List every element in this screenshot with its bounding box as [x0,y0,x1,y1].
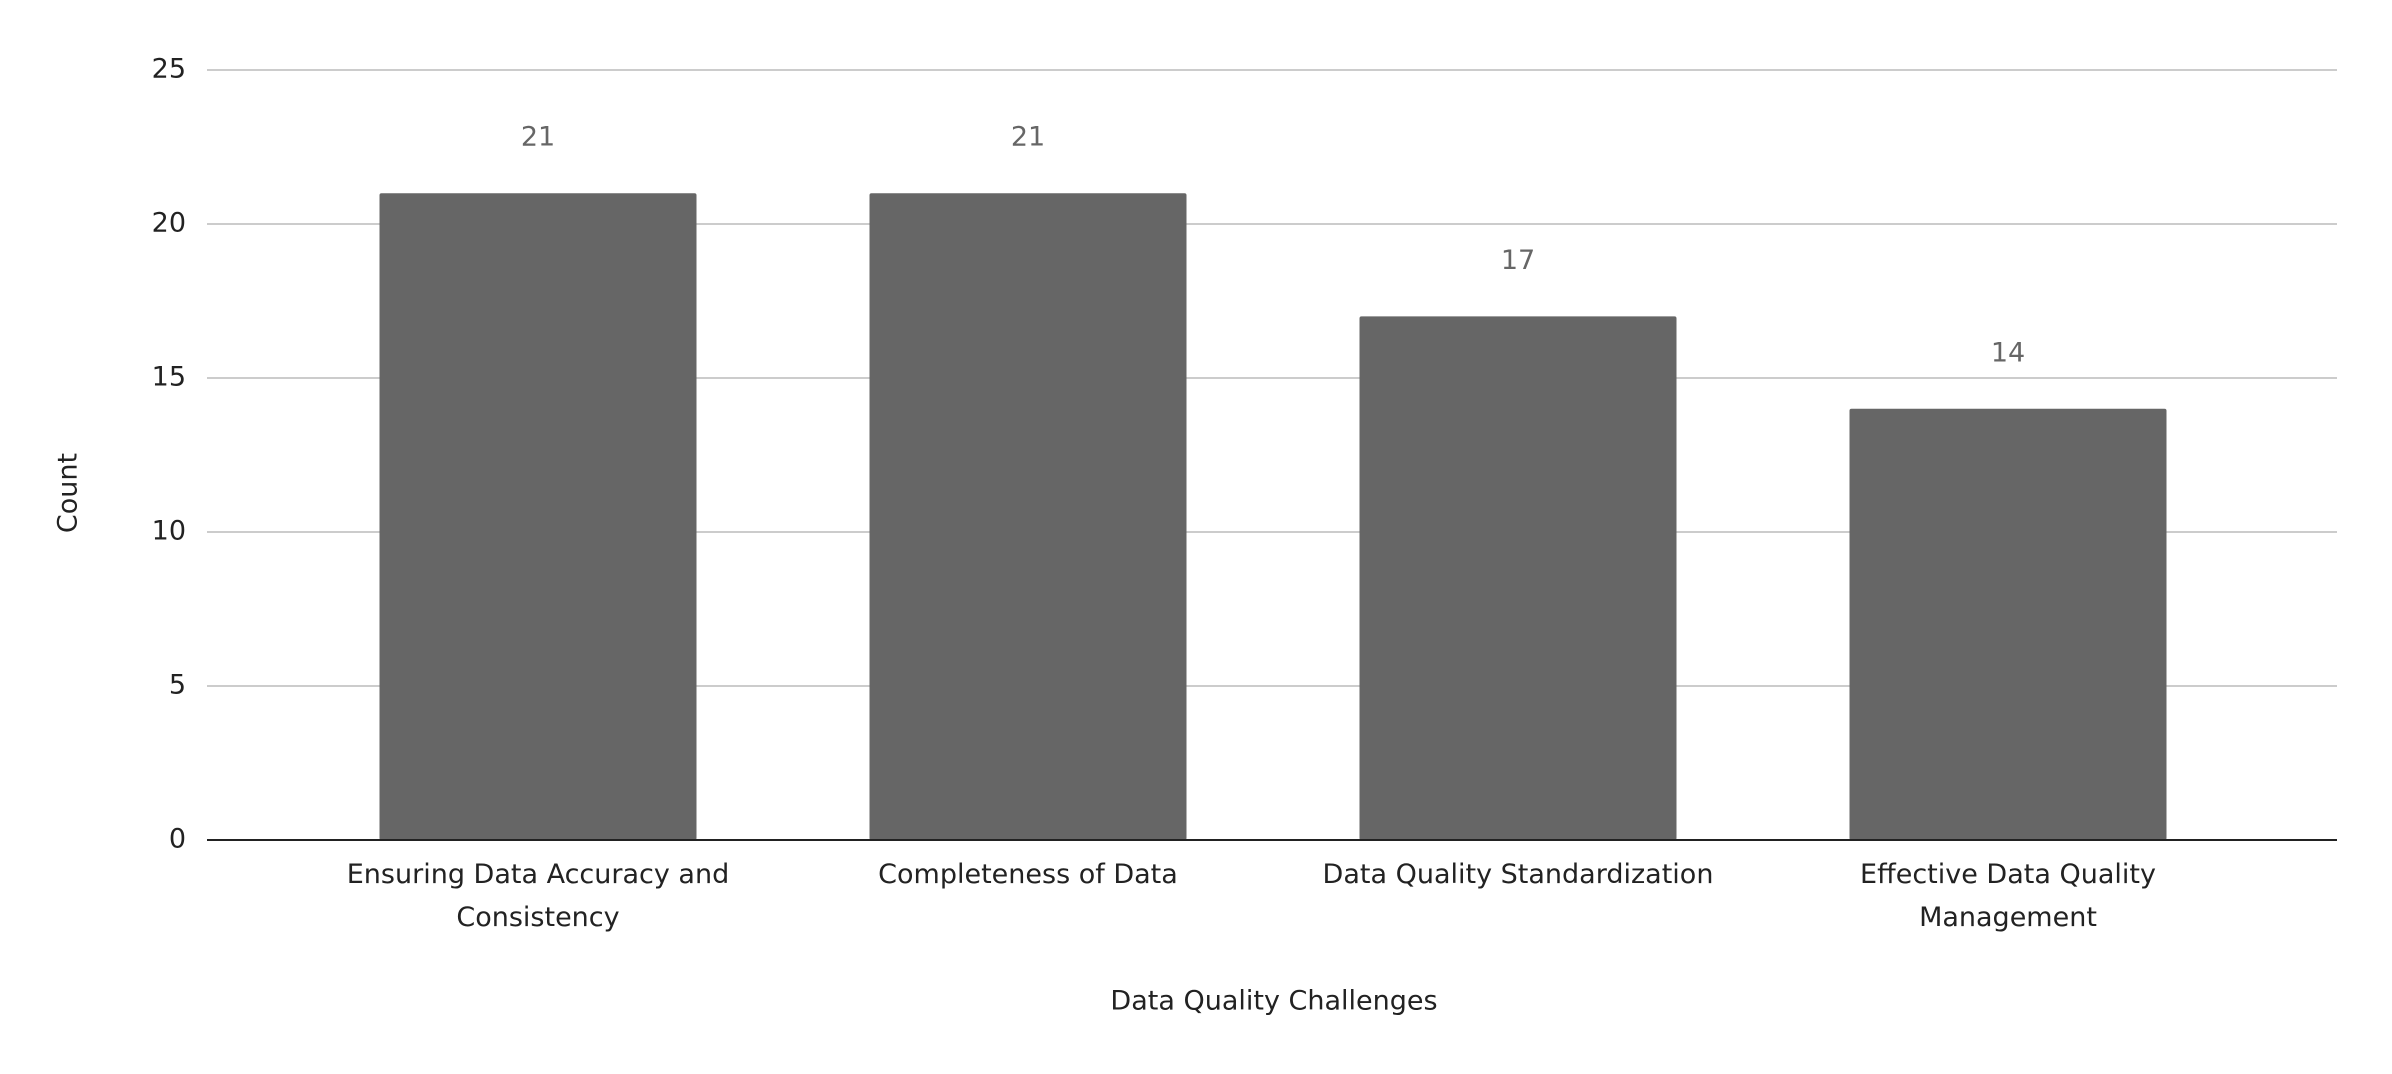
x-tick-label: Effective Data Quality Management [1860,859,2156,933]
x-tick-label: Completeness of Data [878,859,1178,890]
x-tick-label: Ensuring Data Accuracy and Consistency [346,859,730,933]
value-label: 14 [1991,337,2025,368]
value-label: 17 [1501,245,1535,276]
y-tick-label: 20 [152,208,186,239]
x-axis-title: Data Quality Challenges [1110,986,1437,1017]
y-tick-label: 10 [152,516,186,547]
bar [379,193,697,840]
y-axis-title: Count [53,453,84,533]
x-tick-label: Data Quality Standardization [1322,859,1714,890]
y-tick-label: 25 [152,54,186,85]
y-tick-label: 0 [169,824,186,855]
bar [869,193,1187,840]
value-label: 21 [521,122,555,153]
bar [1359,316,1677,840]
bar [1849,408,2167,840]
value-label: 21 [1011,122,1045,153]
y-tick-label: 5 [169,670,186,701]
y-tick-label: 15 [152,362,186,393]
